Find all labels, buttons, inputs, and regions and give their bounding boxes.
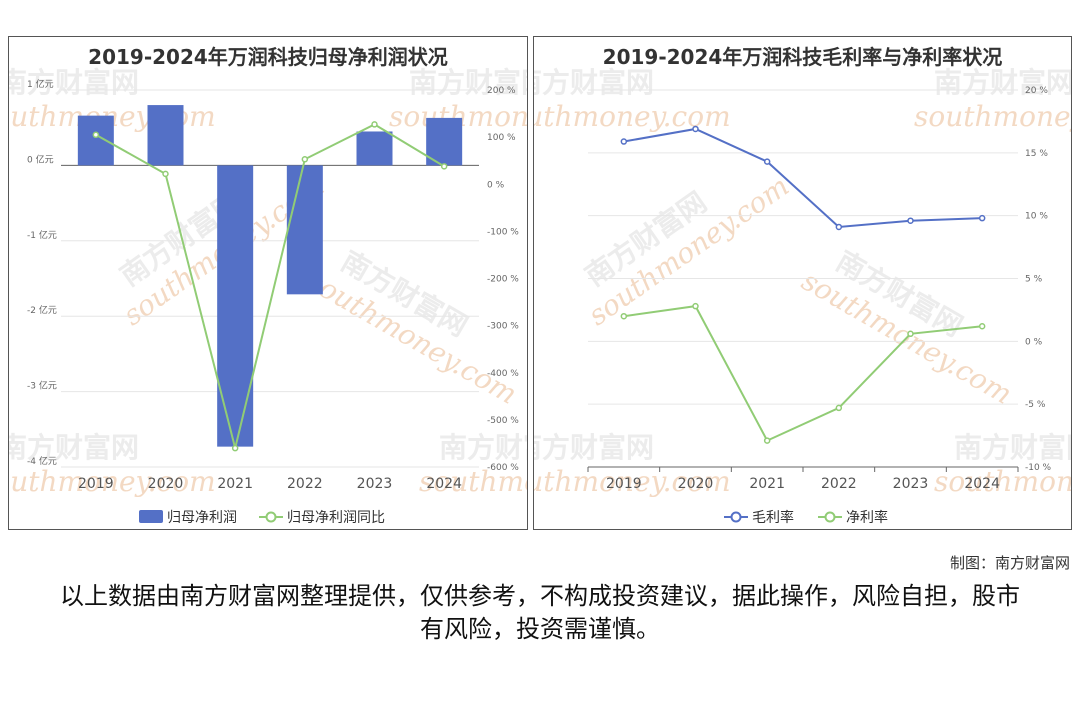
- watermark-cn-5: 南方财富网: [934, 66, 1072, 99]
- point-net-2019: [620, 312, 628, 320]
- y-left-tick: -3 亿元: [27, 380, 57, 392]
- point-gross-2020: [692, 125, 699, 133]
- x-tick-label: 2020: [678, 476, 714, 492]
- y-tick: 0 %: [1025, 337, 1043, 347]
- x-tick-label: 2022: [821, 476, 857, 492]
- watermark-cn-5: 南方财富网: [409, 66, 528, 99]
- point-gross-2024: [978, 214, 986, 222]
- watermark-cn-3: 南方财富网: [9, 431, 139, 464]
- y-left-tick: 1 亿元: [27, 78, 54, 90]
- point-yoy-2020: [162, 170, 169, 178]
- margin-chart: 南方财富网southmoney.com南方财富网southmoney.com南方…: [534, 66, 1072, 526]
- watermark-en-4: southmoney.com: [419, 465, 528, 498]
- y-right-tick: -400 %: [487, 369, 519, 379]
- point-net-2020: [692, 302, 699, 310]
- watermark-cn-4: 南方财富网: [439, 431, 528, 464]
- bar-net-profit-2019: [77, 115, 114, 166]
- right-chart-title: 2019-2024年万润科技毛利率与净利率状况: [602, 45, 1003, 69]
- point-yoy-2019: [92, 131, 100, 139]
- legend-label-bar: 归母净利润: [167, 509, 237, 526]
- point-net-2024: [978, 323, 986, 330]
- y-tick: 15 %: [1025, 149, 1048, 159]
- legend-marker-0: [730, 511, 742, 523]
- left-chart-title: 2019-2024年万润科技归母净利润状况: [88, 45, 448, 69]
- y-left-tick: -1 亿元: [27, 229, 57, 241]
- watermark-en-3: southmoney.com: [9, 465, 216, 498]
- x-tick-label: 2021: [217, 476, 253, 492]
- y-left-tick: 0 亿元: [27, 153, 54, 165]
- point-net-2022: [835, 404, 843, 412]
- legend-swatch-marker: [265, 511, 277, 523]
- line-yoy: [95, 123, 445, 449]
- watermark-en-3: southmoney.com: [534, 465, 731, 498]
- line-gross-margin: [623, 127, 983, 229]
- watermark-en-0: southmoney.com: [534, 100, 731, 133]
- watermark-en-4: southmoney.com: [934, 465, 1072, 498]
- legend-label-0: 毛利率: [752, 509, 794, 526]
- legend-marker-1: [824, 511, 836, 523]
- net-profit-chart: 南方财富网southmoney.com南方财富网southmoney.com南方…: [9, 66, 528, 526]
- point-gross-2023: [907, 217, 914, 224]
- point-yoy-2022: [301, 156, 309, 163]
- y-right-tick: -100 %: [487, 227, 519, 237]
- disclaimer-text: 以上数据由南方财富网整理提供，仅供参考，不构成投资建议，据此操作，风险自担，股市…: [60, 582, 1020, 643]
- watermark-cn-0: 南方财富网: [534, 66, 654, 99]
- y-right-tick: -200 %: [487, 275, 519, 285]
- legend-label-1: 净利率: [846, 509, 888, 526]
- x-tick-label: 2023: [893, 476, 929, 492]
- y-right-tick: -300 %: [487, 322, 519, 332]
- watermark-cn-4: 南方财富网: [954, 431, 1072, 464]
- x-tick-label: 2019: [606, 476, 642, 492]
- bar-net-profit-2023: [356, 131, 393, 166]
- y-left-tick: -2 亿元: [27, 304, 57, 316]
- y-right-tick: 0 %: [487, 180, 505, 190]
- point-yoy-2023: [371, 121, 378, 128]
- bar-net-profit-2022: [286, 165, 323, 295]
- y-right-tick: -600 %: [487, 463, 519, 473]
- legend-label-line: 归母净利润同比: [287, 509, 385, 526]
- point-yoy-2021: [231, 444, 239, 452]
- y-tick: -5 %: [1025, 400, 1046, 410]
- point-gross-2019: [620, 138, 628, 145]
- x-tick-label: 2021: [749, 476, 785, 492]
- x-tick-label: 2020: [148, 476, 184, 492]
- bar-net-profit-2021: [217, 165, 254, 447]
- watermark-en-5: southmoney.com: [914, 100, 1072, 133]
- point-yoy-2024: [440, 163, 448, 170]
- legend-swatch-bar: [139, 510, 163, 523]
- y-left-tick: -4 亿元: [27, 455, 57, 467]
- watermark-cn-3: 南方财富网: [534, 431, 654, 464]
- bar-net-profit-2024: [426, 117, 463, 166]
- chart-credit: 制图：南方财富网: [949, 554, 1070, 572]
- x-tick-label: 2019: [78, 476, 114, 492]
- right-chart-panel: 南方财富网southmoney.com南方财富网southmoney.com南方…: [533, 36, 1072, 530]
- y-tick: 10 %: [1025, 212, 1048, 222]
- x-tick-label: 2024: [426, 476, 462, 492]
- y-tick: 5 %: [1025, 275, 1043, 285]
- y-right-tick: -500 %: [487, 416, 519, 426]
- watermark-cn-0: 南方财富网: [9, 66, 139, 99]
- y-right-tick: 200 %: [487, 86, 516, 96]
- line-net-margin: [623, 305, 983, 442]
- point-net-2021: [763, 437, 771, 444]
- y-tick: 20 %: [1025, 86, 1048, 96]
- x-tick-label: 2024: [964, 476, 1000, 492]
- point-net-2023: [907, 330, 914, 338]
- y-right-tick: 100 %: [487, 133, 516, 143]
- left-chart-panel: 南方财富网southmoney.com南方财富网southmoney.com南方…: [8, 36, 528, 530]
- point-gross-2022: [835, 223, 843, 231]
- bar-net-profit-2020: [147, 105, 184, 166]
- x-tick-label: 2023: [357, 476, 393, 492]
- point-gross-2021: [763, 158, 771, 165]
- x-tick-label: 2022: [287, 476, 323, 492]
- y-tick: -10 %: [1025, 463, 1052, 473]
